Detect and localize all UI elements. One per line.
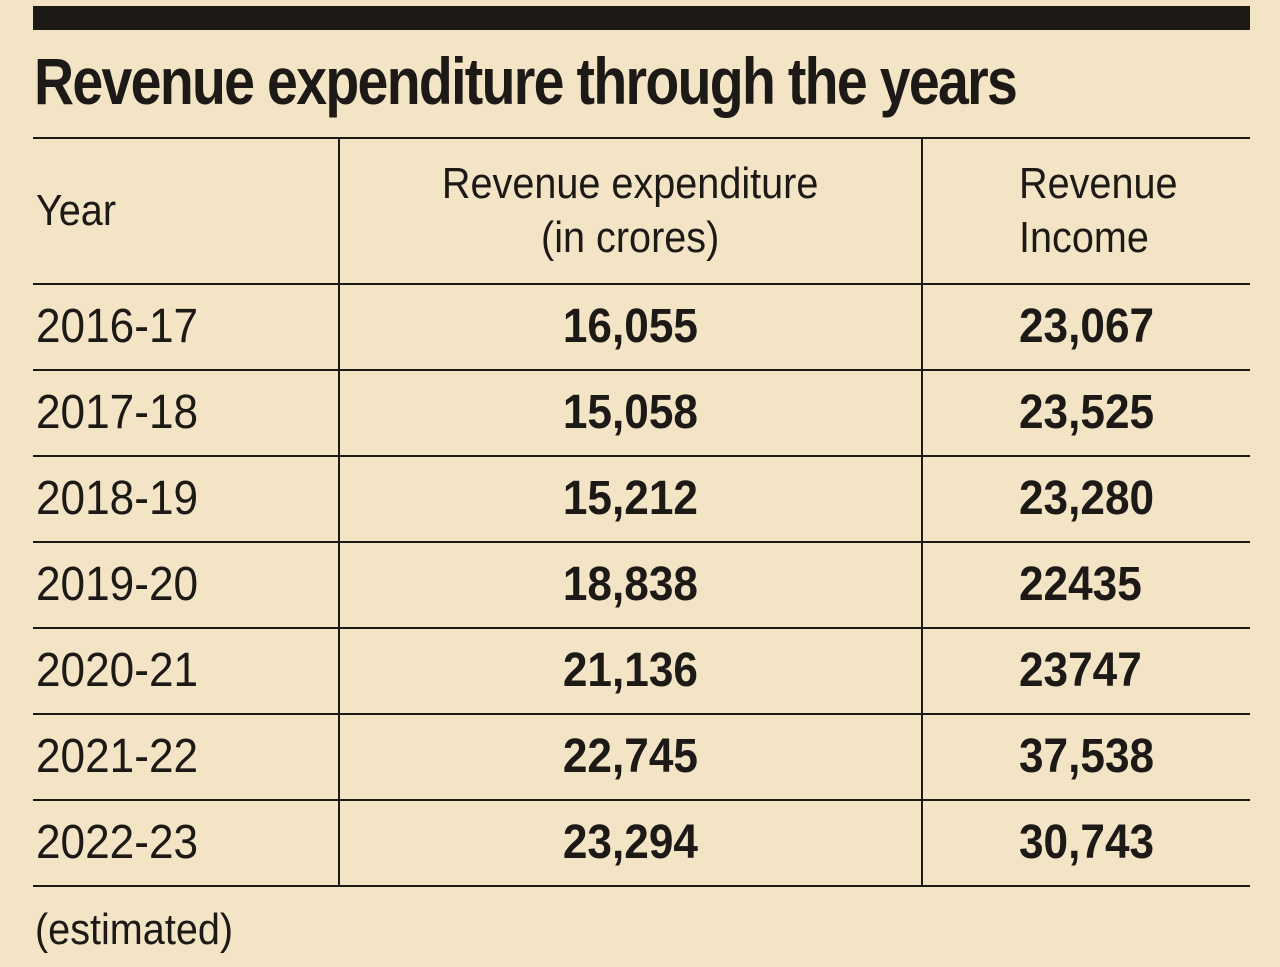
expenditure-value: 16,055 (562, 300, 699, 353)
table-row: 2020-21 21,136 23747 (33, 627, 1250, 714)
year-cell: 2017-18 (33, 369, 339, 456)
column-header-income: Revenue Income (921, 137, 1250, 284)
income-value: 23747 (1019, 644, 1142, 697)
column-header-expenditure-line2: (in crores) (541, 213, 720, 262)
year-cell: 2021-22 (33, 713, 339, 800)
year-value: 2018-19 (36, 472, 199, 525)
expenditure-cell: 18,838 (338, 541, 922, 628)
year-value: 2021-22 (36, 730, 199, 783)
revenue-table: Year Revenue expenditure (in crores) Rev… (33, 137, 1250, 887)
expenditure-cell: 16,055 (338, 283, 922, 370)
income-cell: 22435 (921, 541, 1250, 628)
income-cell: 23,067 (921, 283, 1250, 370)
table-row: 2017-18 15,058 23,525 (33, 369, 1250, 456)
expenditure-value: 22,745 (562, 730, 699, 783)
table-row: 2018-19 15,212 23,280 (33, 455, 1250, 542)
income-cell: 23747 (921, 627, 1250, 714)
income-value: 22435 (1019, 558, 1142, 611)
year-cell: 2019-20 (33, 541, 339, 628)
table-row: 2016-17 16,055 23,067 (33, 283, 1250, 370)
income-cell: 23,280 (921, 455, 1250, 542)
year-cell: 2018-19 (33, 455, 339, 542)
income-value: 23,525 (1019, 386, 1155, 439)
year-value: 2017-18 (36, 386, 199, 439)
income-value: 23,280 (1019, 472, 1155, 525)
chart-title: Revenue expenditure through the years (34, 44, 1018, 118)
expenditure-value: 23,294 (562, 816, 699, 869)
column-header-year-line1: Year (36, 186, 117, 235)
footnote-estimated: (estimated) (35, 905, 234, 954)
income-cell: 23,525 (921, 369, 1250, 456)
year-value: 2020-21 (36, 644, 199, 697)
expenditure-cell: 22,745 (338, 713, 922, 800)
expenditure-cell: 15,058 (338, 369, 922, 456)
year-value: 2019-20 (36, 558, 199, 611)
header-row: Year Revenue expenditure (in crores) Rev… (33, 137, 1250, 284)
table-row: 2022-23 23,294 30,743 (33, 799, 1250, 887)
expenditure-cell: 23,294 (338, 799, 922, 887)
column-header-income-line1: Revenue (1019, 159, 1178, 208)
income-value: 23,067 (1019, 300, 1155, 353)
year-cell: 2020-21 (33, 627, 339, 714)
expenditure-value: 21,136 (562, 644, 699, 697)
table-row: 2021-22 22,745 37,538 (33, 713, 1250, 800)
expenditure-value: 15,058 (562, 386, 699, 439)
income-cell: 30,743 (921, 799, 1250, 887)
expenditure-value: 15,212 (562, 472, 699, 525)
column-header-expenditure: Revenue expenditure (in crores) (338, 137, 922, 284)
expenditure-cell: 15,212 (338, 455, 922, 542)
year-cell: 2022-23 (33, 799, 339, 887)
expenditure-value: 18,838 (562, 558, 699, 611)
top-rule-bar (33, 6, 1250, 30)
year-value: 2022-23 (36, 816, 199, 869)
column-header-income-line2: Income (1019, 213, 1149, 262)
income-value: 37,538 (1019, 730, 1155, 783)
expenditure-cell: 21,136 (338, 627, 922, 714)
column-header-year: Year (33, 137, 339, 284)
year-value: 2016-17 (36, 300, 199, 353)
year-cell: 2016-17 (33, 283, 339, 370)
income-value: 30,743 (1019, 816, 1155, 869)
column-header-expenditure-line1: Revenue expenditure (442, 159, 819, 208)
table-row: 2019-20 18,838 22435 (33, 541, 1250, 628)
income-cell: 37,538 (921, 713, 1250, 800)
